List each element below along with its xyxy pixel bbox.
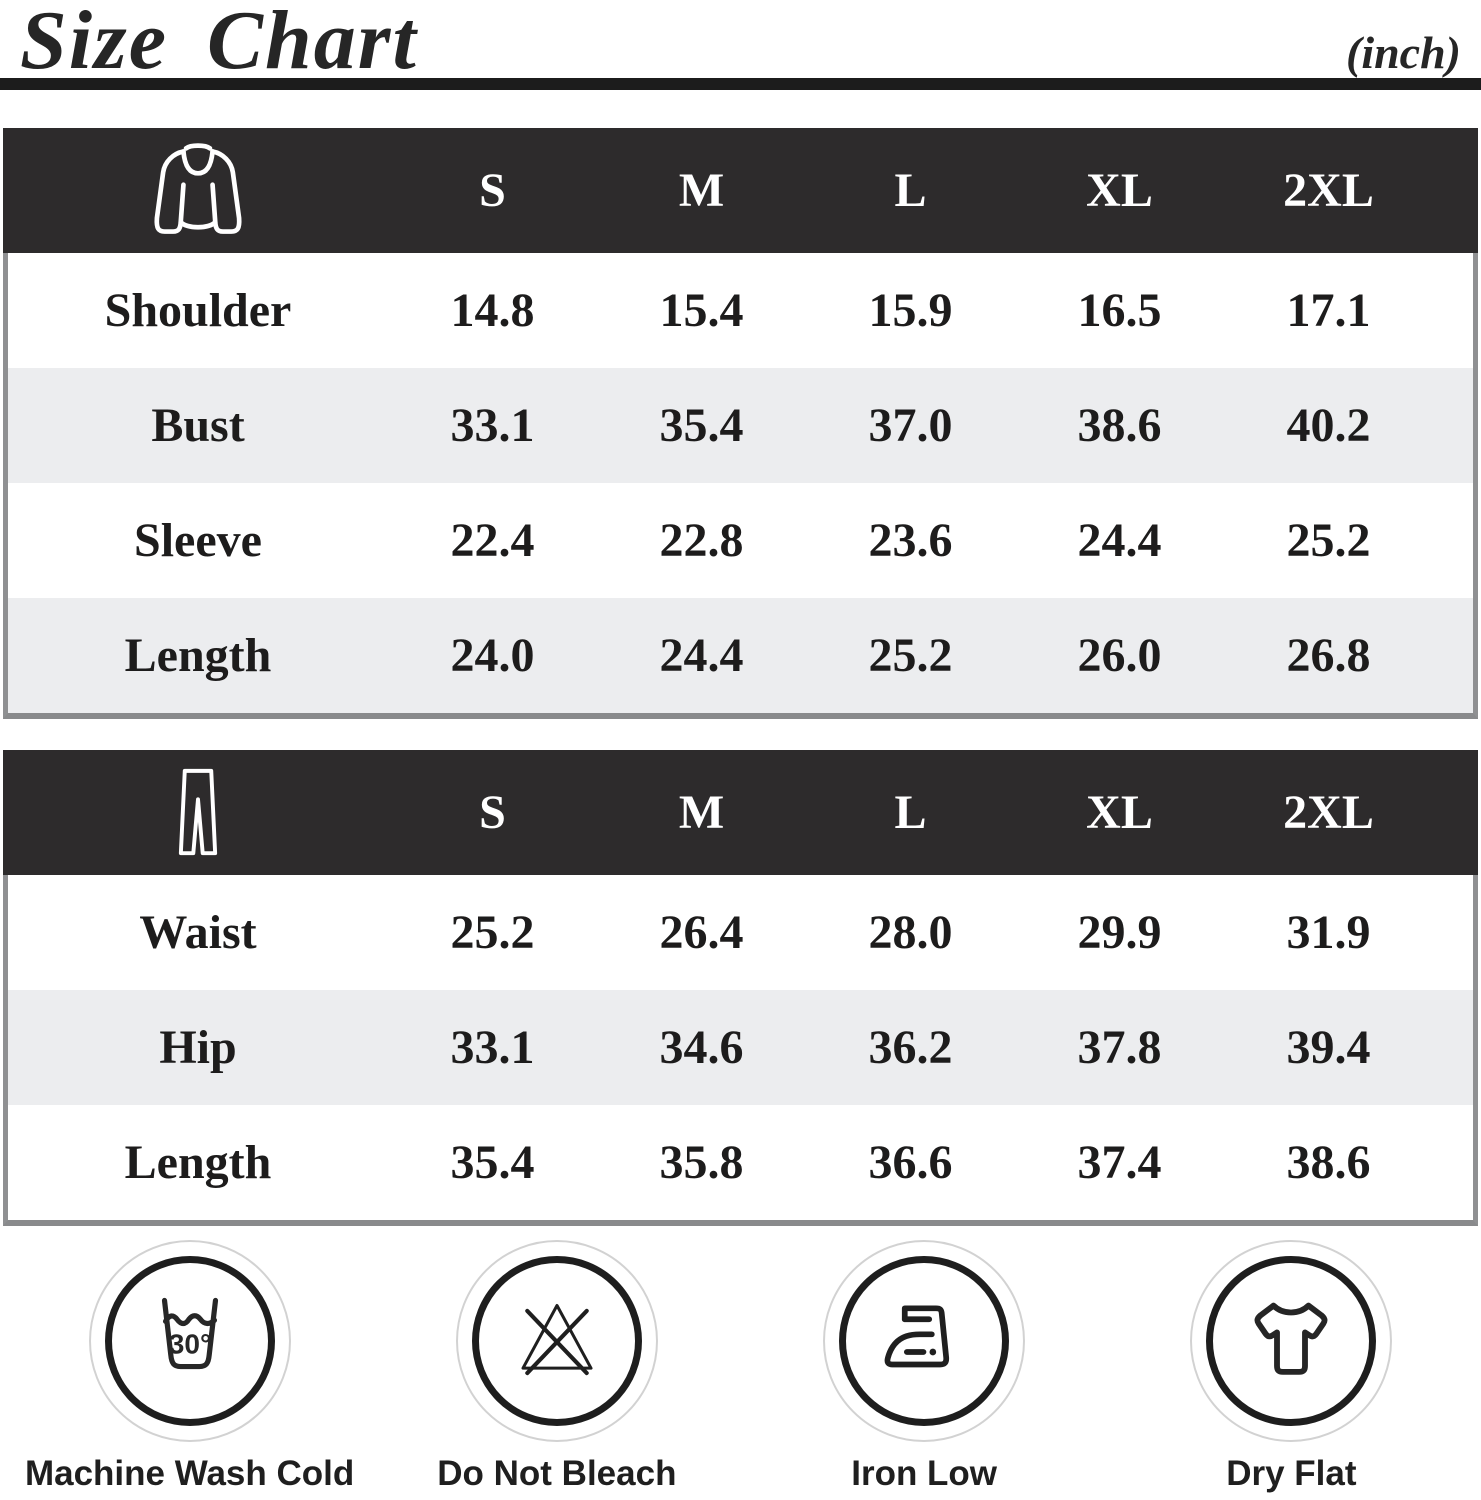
bottom-table-header: S M L XL 2XL	[3, 750, 1478, 875]
size-cell: 31.9	[1286, 906, 1371, 959]
size-cell: 26.8	[1286, 629, 1371, 682]
size-cell: 15.4	[659, 284, 744, 337]
size-cell: 24.4	[659, 629, 744, 682]
bottom-table-body: Waist 25.2 26.4 28.0 29.9 31.9 Hip 33.1 …	[3, 875, 1478, 1226]
care-label: Machine Wash Cold	[24, 1454, 355, 1493]
col-header-l: L	[894, 164, 927, 217]
size-cell: 37.4	[1077, 1136, 1162, 1189]
row-label: Shoulder	[104, 284, 292, 337]
table-row: Hip 33.1 34.6 36.2 37.8 39.4	[8, 990, 1473, 1105]
size-cell: 35.4	[659, 399, 744, 452]
size-cell: 26.0	[1077, 629, 1162, 682]
unit-label: (inch)	[1346, 27, 1461, 78]
care-ring-inner	[471, 1256, 642, 1426]
size-cell: 25.2	[1286, 514, 1371, 567]
top-table-header: S M L XL 2XL	[3, 128, 1478, 253]
col-header-2xl: 2XL	[1283, 786, 1374, 839]
col-header-2xl: 2XL	[1283, 164, 1374, 217]
size-cell: 28.0	[868, 906, 953, 959]
size-cell: 33.1	[450, 1021, 535, 1074]
long-sleeve-shirt-icon	[146, 137, 250, 245]
do-not-bleach-icon	[503, 1285, 611, 1398]
size-cell: 37.8	[1077, 1021, 1162, 1074]
size-cell: 17.1	[1286, 284, 1371, 337]
size-cell: 39.4	[1286, 1021, 1371, 1074]
size-cell: 24.0	[450, 629, 535, 682]
top-size-table: S M L XL 2XL Shoulder 14.8 15.4 15.9 16.…	[3, 128, 1478, 719]
page-title: Size Chart	[20, 0, 418, 87]
care-ring	[455, 1240, 658, 1442]
row-label: Bust	[151, 399, 245, 452]
col-header-m: M	[678, 786, 725, 839]
size-cell: 14.8	[450, 284, 535, 337]
title-rule	[0, 78, 1481, 90]
size-cell: 33.1	[450, 399, 535, 452]
care-label: Do Not Bleach	[437, 1454, 677, 1493]
col-header-s: S	[479, 164, 506, 217]
care-ring	[823, 1240, 1026, 1442]
size-cell: 24.4	[1077, 514, 1162, 567]
care-ring-inner	[1206, 1256, 1377, 1426]
top-table-body: Shoulder 14.8 15.4 15.9 16.5 17.1 Bust 3…	[3, 253, 1478, 719]
care-item-do-not-bleach: Do Not Bleach	[373, 1240, 740, 1494]
care-label: Dry Flat	[1226, 1454, 1357, 1493]
care-ring	[1190, 1240, 1393, 1442]
care-item-iron-low: Iron Low	[741, 1240, 1108, 1494]
pants-icon	[149, 762, 247, 864]
care-label: Iron Low	[851, 1454, 998, 1493]
size-cell: 38.6	[1077, 399, 1162, 452]
bottom-size-table: S M L XL 2XL Waist 25.2 26.4 28.0 29.9 3…	[3, 750, 1478, 1226]
size-cell: 25.2	[868, 629, 953, 682]
row-label: Length	[124, 1136, 272, 1189]
size-cell: 38.6	[1286, 1136, 1371, 1189]
col-header-s: S	[479, 786, 506, 839]
col-header-m: M	[678, 164, 725, 217]
row-label: Sleeve	[134, 514, 262, 567]
size-cell: 37.0	[868, 399, 953, 452]
size-cell: 26.4	[659, 906, 744, 959]
size-cell: 25.2	[450, 906, 535, 959]
col-header-xl: XL	[1086, 786, 1153, 839]
care-ring-inner	[839, 1256, 1010, 1426]
care-ring-inner: 30°	[104, 1256, 275, 1426]
size-cell: 23.6	[868, 514, 953, 567]
iron-low-icon	[872, 1287, 976, 1396]
size-cell: 29.9	[1077, 906, 1162, 959]
garment-cell	[8, 137, 388, 245]
table-row: Length 35.4 35.8 36.6 37.4 38.6	[8, 1105, 1473, 1220]
size-cell: 36.2	[868, 1021, 953, 1074]
wash-temp-label: 30°	[168, 1328, 210, 1359]
size-cell: 40.2	[1286, 399, 1371, 452]
col-header-l: L	[894, 786, 927, 839]
table-row: Sleeve 22.4 22.8 23.6 24.4 25.2	[8, 483, 1473, 598]
care-ring: 30°	[88, 1240, 291, 1442]
size-cell: 15.9	[868, 284, 953, 337]
row-label: Length	[124, 629, 272, 682]
table-row: Waist 25.2 26.4 28.0 29.9 31.9	[8, 875, 1473, 990]
col-header-xl: XL	[1086, 164, 1153, 217]
table-row: Length 24.0 24.4 25.2 26.0 26.8	[8, 598, 1473, 713]
machine-wash-cold-icon: 30°	[138, 1287, 242, 1396]
size-cell: 22.4	[450, 514, 535, 567]
care-item-machine-wash-cold: 30° Machine Wash Cold	[6, 1240, 373, 1494]
row-label: Hip	[159, 1021, 237, 1074]
table-row: Bust 33.1 35.4 37.0 38.6 40.2	[8, 368, 1473, 483]
care-instructions: 30° Machine Wash Cold Do Not Bleach	[6, 1240, 1475, 1494]
size-cell: 22.8	[659, 514, 744, 567]
row-label: Waist	[139, 906, 257, 959]
size-cell: 34.6	[659, 1021, 744, 1074]
garment-cell	[8, 762, 388, 864]
size-cell: 16.5	[1077, 284, 1162, 337]
table-row: Shoulder 14.8 15.4 15.9 16.5 17.1	[8, 253, 1473, 368]
size-cell: 36.6	[868, 1136, 953, 1189]
size-cell: 35.4	[450, 1136, 535, 1189]
care-item-dry-flat: Dry Flat	[1108, 1240, 1475, 1494]
dry-flat-icon	[1238, 1286, 1344, 1397]
page-header: Size Chart (inch)	[0, 0, 1481, 83]
size-cell: 35.8	[659, 1136, 744, 1189]
